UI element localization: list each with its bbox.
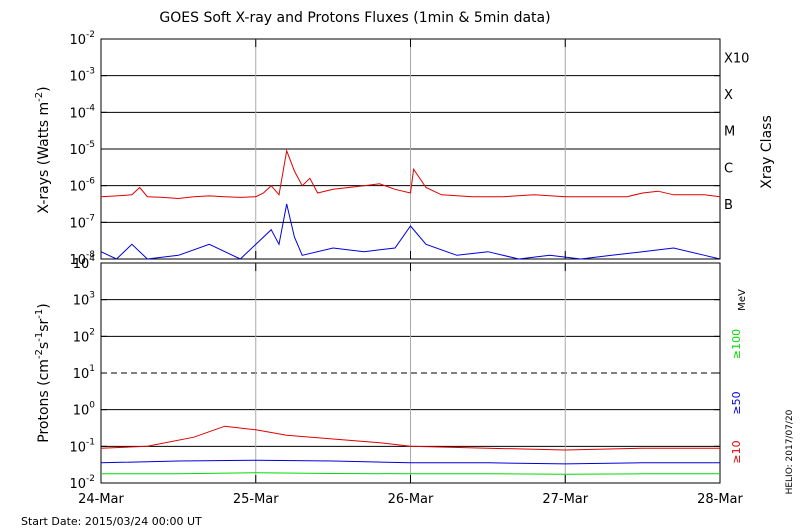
xray-y-tick-exponent: -2 [86,30,95,40]
x-tick-label: 28-Mar [697,492,743,507]
xray-class-label: B [724,198,733,213]
start-date-label: Start Date: 2015/03/24 00:00 UT [21,515,202,528]
xray-class-label: X [724,88,733,103]
xray-y-tick-label: 10-2 [69,30,95,48]
proton-series-lines [100,425,720,475]
proton-y-tick-label: 10-2 [69,474,95,492]
xray-class-label: C [724,161,733,176]
xray-series-lines [100,148,721,260]
proton-y-tick-exponent: -1 [86,437,95,447]
proton-y-tick-label: 102 [73,327,95,345]
xray-series-line [100,148,721,200]
xray-vertical-gridlines [255,39,566,259]
xray-y-tick-label: 10-7 [69,213,95,231]
x-axis-tick-labels: 24-Mar 25-Mar 26-Mar 27-Mar 28-Mar [78,492,743,507]
xray-y-tick-label: 10-5 [69,140,95,158]
proton-y-tick-exponent: 0 [89,401,95,411]
proton-y-tick-exponent: 3 [89,291,95,301]
xray-y-axis-label: X-rays (Watts m-2) [34,86,52,213]
proton-y-tick-label: 100 [73,401,96,419]
proton-series-line [100,425,720,451]
credit-label: HELIO: 2017/07/20 [785,409,795,494]
xray-y-tick-label: 10-4 [69,103,95,121]
xray-class-axis-label: Xray Class [759,115,775,189]
x-tick-label: 25-Mar [233,492,279,507]
x-tick-label: 27-Mar [542,492,588,507]
x-tick-label: 24-Mar [78,492,124,507]
proton-unit-label: MeV [737,289,748,311]
proton-y-tick-exponent: -2 [86,474,95,484]
proton-legend-entry: ≥10 [730,440,743,463]
proton-y-tick-exponent: 1 [89,364,95,374]
proton-energy-legend: ≥100 ≥50 ≥10 [730,329,743,464]
xray-class-label: X10 [724,51,749,66]
xray-y-tick-exponent: -4 [86,103,95,113]
proton-series-line [101,472,720,475]
xray-y-tick-exponent: -3 [86,67,95,77]
xray-y-tick-label: 10-6 [69,177,95,195]
xray-y-tick-exponent: -8 [86,250,95,260]
xray-series-line [100,203,721,260]
x-axis-ticks [100,39,721,483]
proton-y-axis-label: Protons (cm-2s-1sr-1) [34,303,52,442]
x-tick-label: 26-Mar [388,492,434,507]
proton-y-tick-label: 101 [73,364,95,382]
proton-legend-entry: ≥50 [730,391,743,414]
proton-y-tick-label: 10-1 [69,437,95,455]
proton-series-line [100,459,720,465]
xray-y-tick-exponent: -6 [86,177,95,187]
proton-y-tick-label: 103 [73,291,95,309]
xray-class-label: M [724,125,735,140]
xray-y-tick-exponent: -5 [86,140,95,150]
proton-y-tick-exponent: 2 [89,327,95,337]
proton-y-tick-label: 104 [73,254,96,272]
xray-class-labels: X10 X M C B [724,51,749,213]
proton-y-tick-exponent: 4 [89,254,95,264]
chart-title: GOES Soft X-ray and Protons Fluxes (1min… [159,10,550,26]
xray-y-tick-label: 10-3 [69,67,95,85]
proton-legend-entry: ≥100 [730,329,743,359]
xray-y-tick-exponent: -7 [86,213,95,223]
